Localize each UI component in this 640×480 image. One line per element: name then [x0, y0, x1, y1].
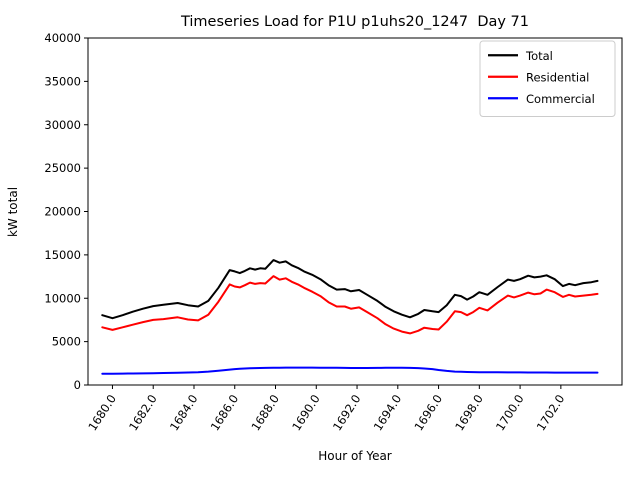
legend: Total Residential Commercial: [479, 40, 616, 117]
y-tick-label: 5000: [52, 335, 81, 349]
y-tick-label: 35000: [44, 74, 81, 88]
y-tick-label: 0: [74, 378, 81, 392]
y-tick-label: 15000: [44, 248, 81, 262]
x-tick-label: 1682.0: [126, 392, 160, 433]
x-tick-label: 1686.0: [208, 392, 242, 433]
x-tick-label: 1694.0: [371, 392, 405, 433]
x-tick-label: 1698.0: [452, 392, 486, 433]
x-tick-label: 1684.0: [167, 392, 201, 433]
series-line-total: [101, 259, 599, 320]
legend-label-commercial: Commercial: [526, 92, 595, 106]
x-tick-label: 1702.0: [534, 392, 568, 433]
x-axis-label: Hour of Year: [318, 449, 392, 463]
y-tick-label: 25000: [44, 161, 81, 175]
x-tick-label: 1680.0: [85, 392, 119, 433]
series-line-commercial: [101, 366, 599, 375]
x-tick-label: 1692.0: [330, 392, 364, 433]
x-tick-label: 1696.0: [411, 392, 445, 433]
legend-label-residential: Residential: [526, 70, 589, 84]
series-line-residential: [101, 275, 599, 335]
y-tick-label: 10000: [44, 291, 81, 305]
y-tick-label: 30000: [44, 118, 81, 132]
x-tick-label: 1700.0: [493, 392, 527, 433]
x-tick-label: 1688.0: [248, 392, 282, 433]
y-tick-label: 40000: [44, 31, 81, 45]
y-tick-label: 20000: [44, 205, 81, 219]
y-axis-label: kW total: [6, 187, 20, 237]
legend-label-total: Total: [525, 49, 553, 63]
x-tick-label: 1690.0: [289, 392, 323, 433]
chart-title: Timeseries Load for P1U p1uhs20_1247 Day…: [180, 14, 529, 30]
